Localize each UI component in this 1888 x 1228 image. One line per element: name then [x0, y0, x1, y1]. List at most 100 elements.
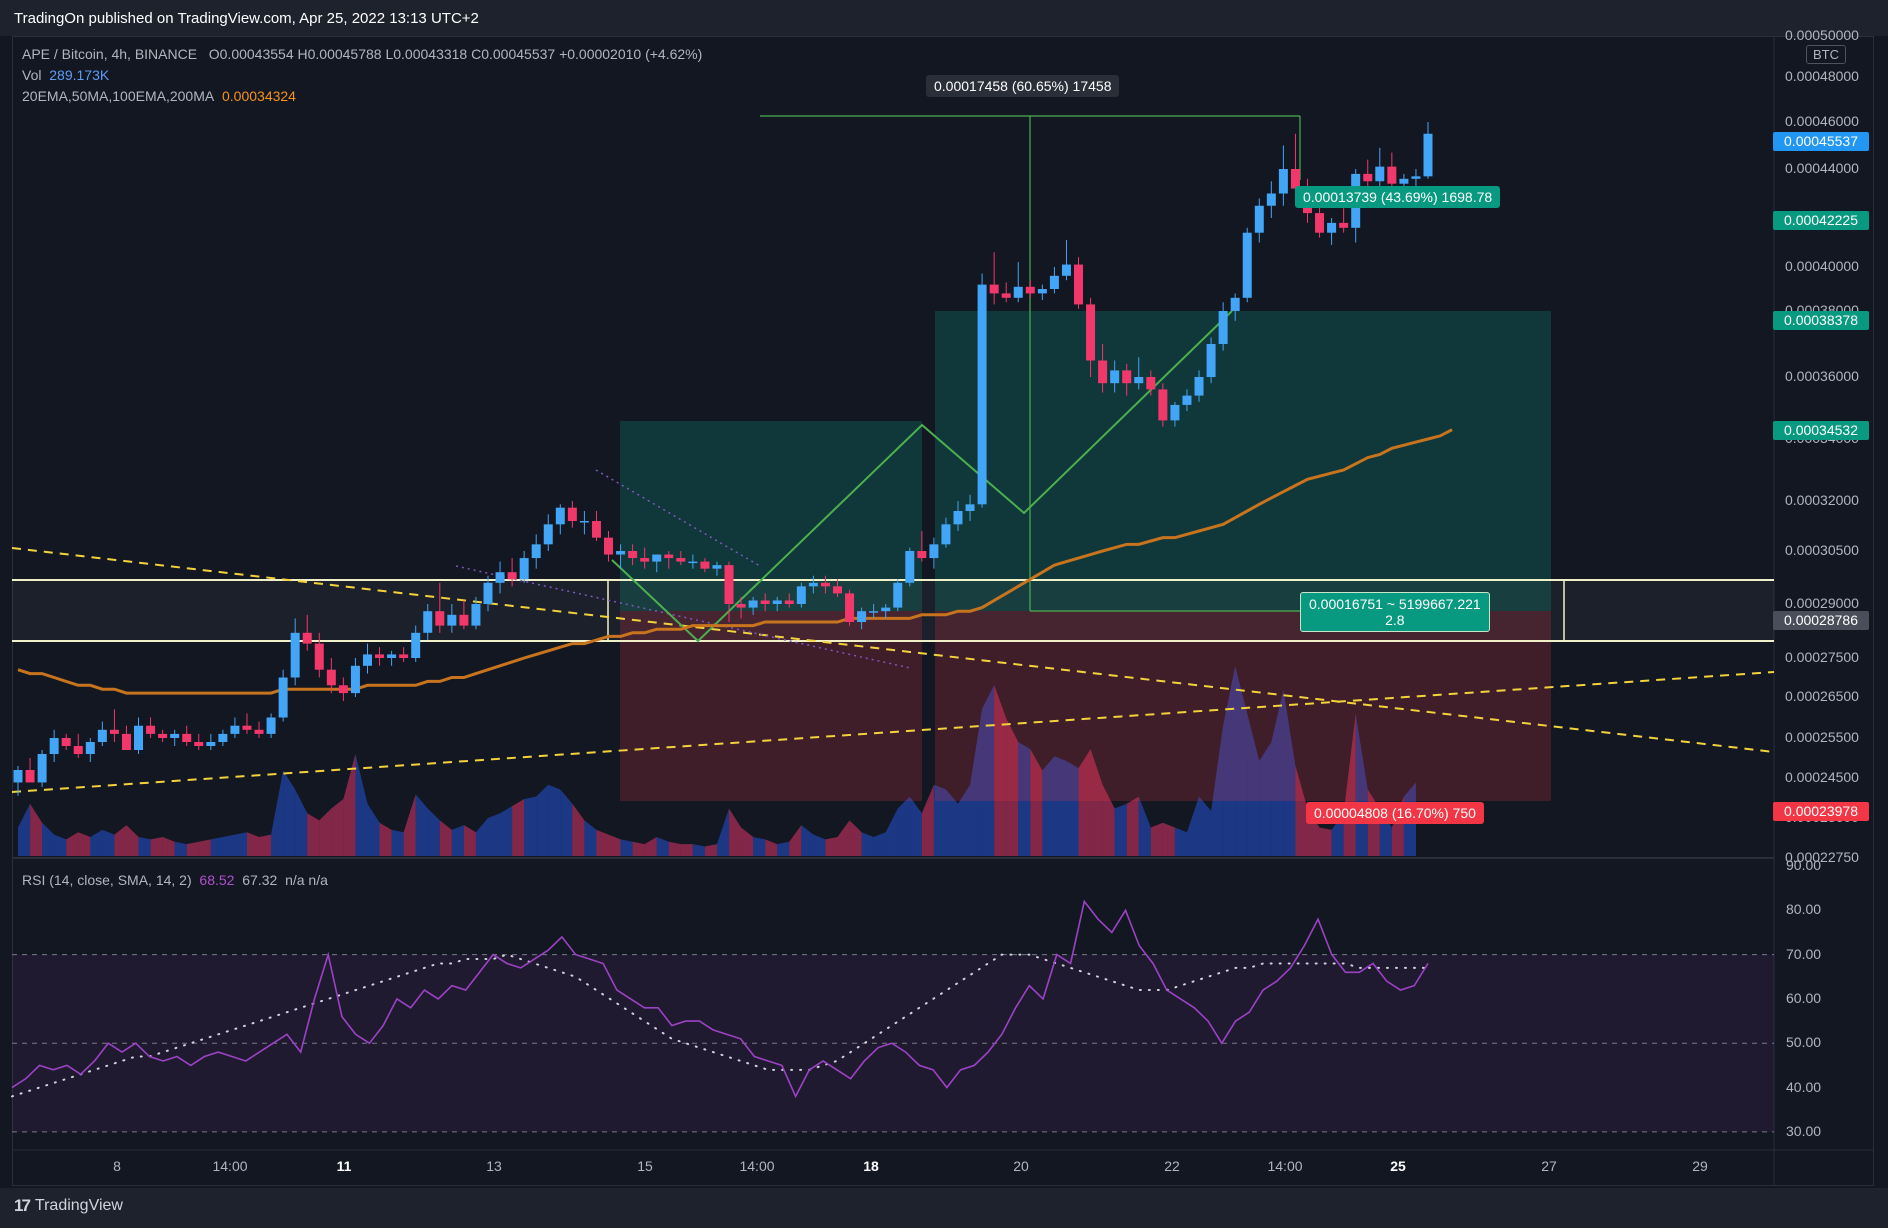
volume-segment: [1018, 742, 1031, 856]
volume-segment: [933, 784, 946, 856]
volume-segment: [295, 789, 308, 856]
volume-segment: [138, 837, 151, 856]
candle-body: [158, 733, 168, 738]
candle-body: [218, 733, 228, 742]
candle-body: [1278, 169, 1288, 194]
candle-body: [1170, 404, 1180, 421]
volume-segment: [162, 837, 175, 856]
volume-segment: [1223, 666, 1236, 856]
candle-body: [242, 725, 252, 730]
candle-body: [206, 742, 216, 746]
rsi-value: 68.52: [199, 872, 235, 888]
volume-segment: [488, 813, 501, 856]
volume-segment: [1138, 796, 1151, 856]
volume-segment: [198, 839, 211, 856]
volume-segment: [560, 789, 573, 856]
volume-segment: [174, 841, 187, 856]
candle-body: [399, 654, 409, 658]
candle-body: [640, 558, 650, 562]
volume-segment: [970, 708, 983, 856]
price-axis-label: 0.00050000: [1785, 27, 1859, 43]
publish-text: TradingOn published on TradingView.com, …: [14, 10, 479, 27]
candle-body: [688, 561, 698, 564]
candle-body: [1098, 360, 1108, 384]
volume-segment: [536, 784, 549, 856]
brand-label: TradingView: [34, 1197, 123, 1214]
volume-segment: [1211, 725, 1224, 856]
volume-segment: [114, 825, 127, 856]
price-tag: 0.00034532: [1773, 421, 1869, 440]
candle-body: [338, 685, 348, 694]
stop-label[interactable]: 0.00004808 (16.70%) 750: [1306, 802, 1484, 824]
volume-segment: [596, 829, 609, 856]
volume-segment: [1174, 827, 1187, 856]
candle-body: [579, 521, 589, 523]
rsi-axis-label: 80.00: [1786, 901, 1822, 918]
volume-segment: [716, 808, 730, 856]
target-label[interactable]: 0.00013739 (43.69%) 1698.78: [1295, 186, 1501, 208]
volume-segment: [210, 837, 223, 856]
currency-unit-badge[interactable]: BTC: [1806, 45, 1846, 64]
candle-body: [1061, 264, 1071, 276]
volume-segment: [403, 794, 416, 856]
time-axis-label: 15: [637, 1158, 653, 1174]
candle-body: [652, 554, 662, 562]
volume-segment: [668, 841, 681, 856]
publish-bar: TradingOn published on TradingView.com, …: [0, 0, 1888, 36]
candle-body: [664, 554, 674, 559]
candle-body: [591, 521, 601, 538]
candle-body: [784, 600, 794, 604]
ohlc-legend: APE / Bitcoin, 4h, BINANCE O0.00043554 H…: [22, 46, 702, 62]
volume-segment: [54, 834, 67, 856]
candle-body: [1327, 222, 1337, 233]
time-axis-label: 14:00: [739, 1158, 775, 1174]
volume-segment: [741, 827, 754, 856]
candle-body: [182, 733, 192, 742]
volume-segment: [78, 832, 91, 856]
ascending-trendline: [11, 671, 1775, 793]
candle-body: [1146, 377, 1156, 390]
price-tag: 0.00023978: [1773, 802, 1869, 821]
candle-body: [302, 632, 312, 644]
candle-body: [471, 604, 481, 626]
candle-body: [953, 511, 963, 525]
candle-body: [1254, 205, 1264, 233]
volume-segment: [753, 837, 766, 856]
candle-body: [49, 738, 59, 754]
candle-body: [507, 572, 517, 580]
volume-segment: [1150, 822, 1163, 856]
candle-body: [1218, 311, 1228, 344]
candle-body: [712, 565, 722, 569]
support-zone: [12, 580, 1774, 641]
long-position-profit-zone-2: [935, 311, 1551, 611]
range-label[interactable]: 0.00016751 ~ 5199667.221 2.8: [1300, 592, 1490, 632]
candle-body: [423, 611, 433, 633]
candle-body: [929, 544, 939, 559]
candle-body: [1266, 193, 1276, 206]
volume-segment: [222, 834, 235, 856]
price-axis-label: 0.00036000: [1785, 368, 1859, 384]
volume-segment: [1030, 749, 1043, 856]
price-axis-label: 0.00046000: [1785, 113, 1859, 129]
volume-segment: [1126, 796, 1139, 856]
volume-segment: [391, 829, 404, 856]
volume-segment: [451, 825, 464, 856]
volume-segment: [692, 844, 705, 856]
price-tag: 0.00028786: [1773, 611, 1869, 630]
volume-segment: [1102, 784, 1115, 856]
candle-body: [519, 558, 529, 580]
price-axis-label: 0.00022750: [1785, 849, 1859, 865]
candle-body: [1375, 166, 1385, 182]
candle-body: [230, 725, 240, 734]
volume-segment: [909, 796, 922, 856]
volume-segment: [632, 841, 645, 856]
measure-label-top[interactable]: 0.00017458 (60.65%) 17458: [926, 75, 1120, 97]
volume-segment: [656, 837, 669, 856]
volume-segment: [994, 685, 1007, 856]
candle-body: [965, 504, 975, 511]
time-axis-label: 27: [1541, 1158, 1557, 1174]
tradingview-logo[interactable]: 17 TradingView: [14, 1196, 123, 1216]
candle-body: [748, 600, 758, 608]
candle-body: [832, 586, 842, 594]
